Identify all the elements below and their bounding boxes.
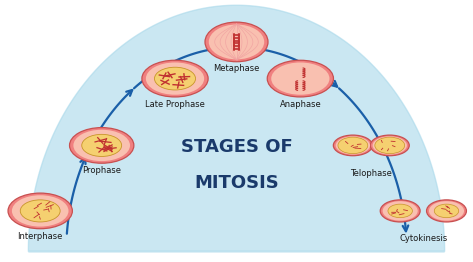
Circle shape xyxy=(267,60,333,97)
Circle shape xyxy=(380,200,420,222)
Text: Telophase: Telophase xyxy=(350,169,392,178)
Text: Cytokinesis: Cytokinesis xyxy=(399,234,447,243)
Ellipse shape xyxy=(333,135,372,156)
Circle shape xyxy=(388,204,412,218)
Circle shape xyxy=(427,200,466,222)
Ellipse shape xyxy=(209,24,264,59)
Circle shape xyxy=(338,137,368,154)
Ellipse shape xyxy=(370,135,409,156)
Circle shape xyxy=(155,67,195,90)
Ellipse shape xyxy=(205,22,268,62)
Circle shape xyxy=(375,137,404,154)
Circle shape xyxy=(12,195,69,227)
Circle shape xyxy=(142,60,208,97)
Circle shape xyxy=(434,204,459,218)
Ellipse shape xyxy=(373,136,407,155)
Circle shape xyxy=(73,130,130,161)
Polygon shape xyxy=(28,5,445,252)
Text: Metaphase: Metaphase xyxy=(213,64,260,73)
Circle shape xyxy=(271,62,330,95)
Circle shape xyxy=(146,62,204,95)
Circle shape xyxy=(20,200,60,222)
Circle shape xyxy=(429,201,464,221)
Circle shape xyxy=(70,128,134,163)
Text: STAGES OF: STAGES OF xyxy=(181,138,292,156)
Circle shape xyxy=(82,134,122,156)
Text: Late Prophase: Late Prophase xyxy=(145,100,205,109)
Text: Prophase: Prophase xyxy=(82,166,121,175)
Text: Interphase: Interphase xyxy=(18,232,63,241)
Circle shape xyxy=(8,193,72,229)
Text: Anaphase: Anaphase xyxy=(280,100,321,109)
Ellipse shape xyxy=(336,136,370,155)
Text: MITOSIS: MITOSIS xyxy=(194,174,279,192)
Circle shape xyxy=(383,201,418,221)
